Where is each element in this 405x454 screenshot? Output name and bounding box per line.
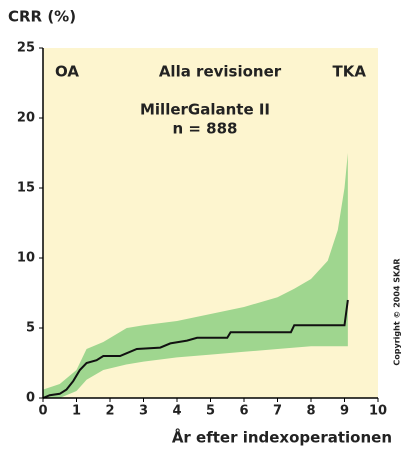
y-tick-label: 20 [17,111,35,126]
copyright: Copyright © 2004 SKAR [393,258,402,365]
y-tick-label: 25 [17,41,35,56]
annotation-oa: OA [55,63,79,81]
y-tick-label: 0 [26,391,35,406]
x-tick-label: 3 [139,404,148,419]
x-tick-label: 6 [239,404,248,419]
x-tick-label: 2 [105,404,114,419]
chart-subtitle: n = 888 [172,120,237,138]
y-tick-label: 15 [17,181,35,196]
x-tick-label: 4 [172,404,181,419]
x-tick-label: 1 [72,404,81,419]
x-tick-label: 0 [38,404,47,419]
x-tick-label: 9 [340,404,349,419]
annotation-center: Alla revisioner [159,63,282,81]
x-tick-label: 8 [306,404,315,419]
annotation-tka: TKA [333,63,367,81]
line [42,299,349,399]
confidence-band [43,153,348,398]
y-tick-label: 10 [17,251,35,266]
x-axis-title: År efter indexoperationen [172,428,392,447]
y-axis-title: CRR (%) [8,8,76,26]
x-tick-label: 10 [369,404,387,419]
x-tick-label: 5 [206,404,215,419]
y-tick-label: 5 [26,321,35,336]
x-tick-label: 7 [273,404,282,419]
chart-title: MillerGalante II [140,101,270,119]
